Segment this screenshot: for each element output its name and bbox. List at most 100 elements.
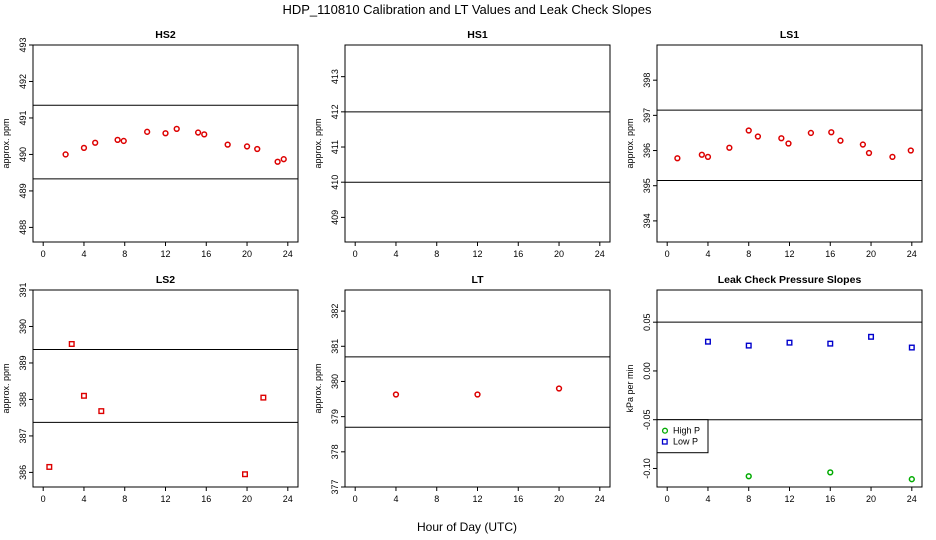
panel-hs1: HS1 0 4 8 12 16 20 24 409 410 411 412 413 approx. ppm bbox=[313, 29, 611, 259]
plot-frame bbox=[344, 44, 611, 243]
x-tick-label: 20 bbox=[242, 494, 252, 504]
y-tick-label: 0.05 bbox=[642, 313, 652, 331]
data-point bbox=[555, 385, 563, 392]
data-point bbox=[828, 129, 835, 136]
data-point bbox=[98, 408, 105, 415]
data-point bbox=[392, 391, 400, 398]
data-point bbox=[868, 333, 875, 340]
data-point bbox=[674, 155, 681, 162]
data-point bbox=[474, 391, 481, 398]
x-tick-label: 0 bbox=[41, 494, 46, 504]
y-tick-label: 390 bbox=[18, 319, 28, 334]
data-point bbox=[224, 141, 231, 148]
data-point bbox=[92, 139, 99, 146]
data-point bbox=[260, 394, 267, 401]
y-tick-label: 386 bbox=[18, 465, 28, 480]
y-tick-label: 389 bbox=[18, 355, 28, 370]
data-point bbox=[280, 156, 287, 163]
y-tick-label: 413 bbox=[330, 69, 340, 84]
y-tick-label: 381 bbox=[330, 339, 340, 354]
data-point bbox=[704, 338, 711, 345]
x-tick-label: 24 bbox=[595, 494, 605, 504]
data-point bbox=[80, 144, 88, 152]
plot-frame bbox=[32, 44, 299, 243]
x-tick-label: 0 bbox=[41, 249, 46, 259]
x-tick-label: 12 bbox=[160, 494, 170, 504]
data-point bbox=[745, 473, 752, 480]
x-tick-label: 12 bbox=[784, 249, 794, 259]
x-tick-label: 8 bbox=[434, 249, 439, 259]
y-tick-label: 380 bbox=[330, 374, 340, 389]
x-tick-label: 16 bbox=[825, 494, 835, 504]
data-point bbox=[785, 140, 792, 147]
x-tick-label: 8 bbox=[122, 249, 127, 259]
panel-title: LS1 bbox=[780, 29, 799, 41]
y-axis-label: approx. ppm bbox=[1, 118, 11, 168]
data-point bbox=[698, 151, 705, 158]
data-point bbox=[837, 137, 844, 144]
y-tick-label: 493 bbox=[18, 37, 28, 52]
y-axis-label: approx. ppm bbox=[313, 118, 323, 168]
data-point bbox=[241, 471, 248, 478]
plot-frame bbox=[32, 289, 299, 488]
x-tick-label: 0 bbox=[665, 494, 670, 504]
x-tick-label: 16 bbox=[513, 249, 523, 259]
x-tick-label: 4 bbox=[81, 494, 86, 504]
x-tick-label: 8 bbox=[746, 494, 751, 504]
y-tick-label: 490 bbox=[18, 147, 28, 162]
plot-frame bbox=[656, 289, 923, 488]
data-point bbox=[778, 135, 785, 142]
panel-title: LT bbox=[471, 274, 484, 286]
x-tick-label: 24 bbox=[283, 494, 293, 504]
data-point bbox=[80, 392, 87, 399]
figure-title: HDP_110810 Calibration and LT Values and… bbox=[282, 2, 652, 17]
x-tick-label: 4 bbox=[705, 249, 710, 259]
y-tick-label: 411 bbox=[330, 140, 340, 154]
data-point bbox=[194, 129, 202, 136]
y-tick-label: 397 bbox=[642, 108, 652, 123]
data-point bbox=[46, 463, 53, 470]
data-point bbox=[807, 129, 815, 137]
x-tick-label: 0 bbox=[665, 249, 670, 259]
x-tick-label: 12 bbox=[472, 494, 482, 504]
x-tick-label: 16 bbox=[201, 249, 211, 259]
legend-label: High P bbox=[673, 426, 700, 436]
y-axis-label: approx. ppm bbox=[1, 363, 11, 413]
x-tick-label: 24 bbox=[283, 249, 293, 259]
data-point bbox=[907, 147, 914, 154]
x-tick-label: 16 bbox=[201, 494, 211, 504]
data-point bbox=[908, 344, 915, 351]
panel-lt: LT 0 4 8 12 16 20 24 377 378 379 380 381 382 approx. p… bbox=[313, 274, 611, 504]
data-point bbox=[745, 127, 752, 134]
panel-ls1: LS1 0 4 8 12 16 20 24 394 395 396 397 398 approx. ppm bbox=[625, 29, 923, 259]
data-point bbox=[908, 476, 915, 483]
y-tick-label: 394 bbox=[642, 213, 652, 228]
x-tick-label: 24 bbox=[907, 249, 917, 259]
legend-marker bbox=[661, 438, 668, 445]
data-point bbox=[114, 136, 121, 144]
y-tick-label: 398 bbox=[642, 73, 652, 88]
y-tick-label: -0.05 bbox=[642, 409, 652, 430]
x-tick-label: 8 bbox=[122, 494, 127, 504]
legend-label: Low P bbox=[673, 437, 698, 447]
x-tick-label: 0 bbox=[353, 494, 358, 504]
x-tick-label: 4 bbox=[393, 494, 398, 504]
x-tick-label: 12 bbox=[784, 494, 794, 504]
x-tick-label: 20 bbox=[554, 249, 564, 259]
data-point bbox=[68, 340, 75, 347]
data-point bbox=[162, 130, 169, 137]
y-tick-label: 391 bbox=[18, 282, 28, 297]
y-tick-label: 492 bbox=[18, 74, 28, 89]
data-point bbox=[201, 131, 208, 138]
x-tick-label: 12 bbox=[160, 249, 170, 259]
y-tick-label: 379 bbox=[330, 409, 340, 424]
y-tick-label: 0.00 bbox=[642, 362, 652, 380]
y-tick-label: -0.10 bbox=[642, 458, 652, 479]
x-tick-label: 20 bbox=[866, 494, 876, 504]
data-point bbox=[173, 125, 180, 133]
y-tick-label: 388 bbox=[18, 392, 28, 407]
y-axis-label: approx. ppm bbox=[625, 118, 635, 168]
panel-leak-check: Leak Check Pressure Slopes 0 4 8 12 16 20 24 -0.… bbox=[625, 274, 923, 504]
data-point bbox=[274, 158, 281, 165]
